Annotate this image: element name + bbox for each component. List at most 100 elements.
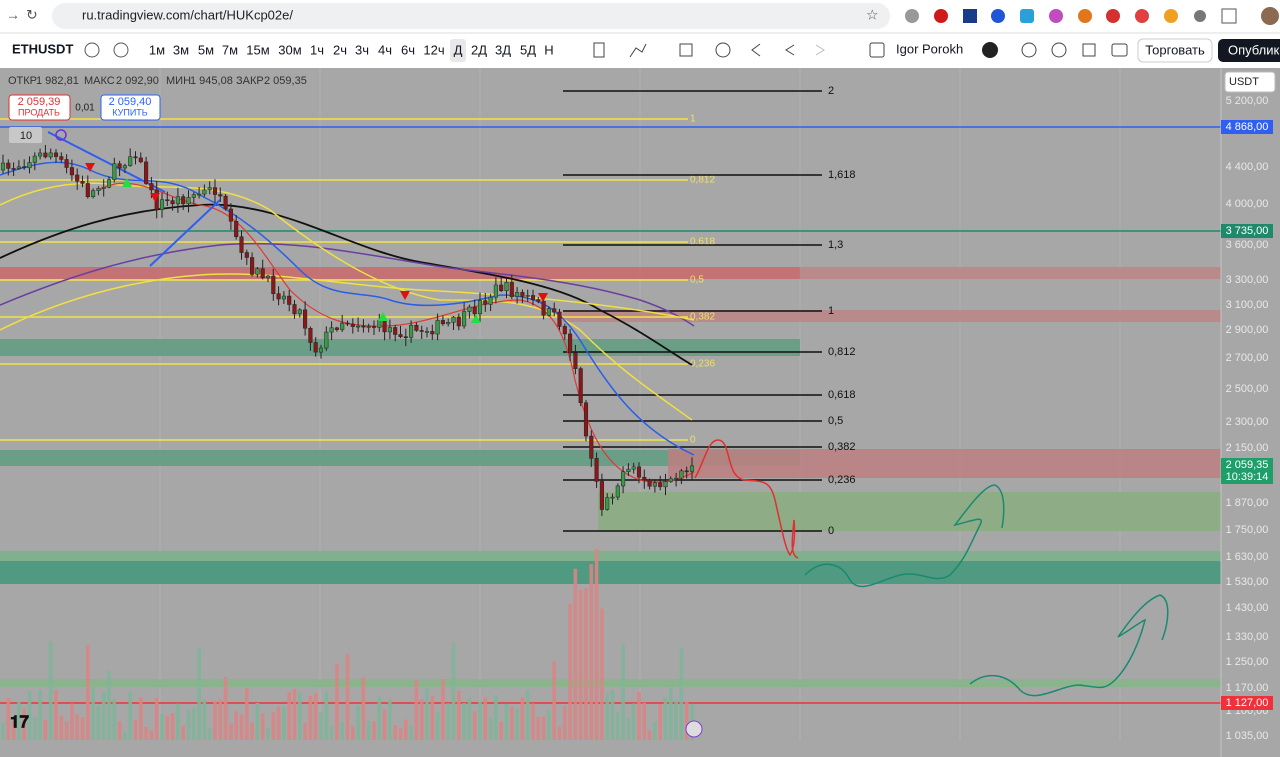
ext-icon[interactable] xyxy=(1020,9,1034,23)
interval[interactable]: 12ч xyxy=(423,42,444,57)
volume-bar xyxy=(631,703,636,740)
chart-type-icon[interactable] xyxy=(593,42,605,58)
indicator-icon[interactable] xyxy=(55,129,67,141)
interval[interactable]: 5Д xyxy=(520,42,536,57)
ext-icon[interactable] xyxy=(1194,10,1206,22)
volume-bar xyxy=(27,690,32,740)
volume-bar xyxy=(462,703,466,740)
volume-bar xyxy=(684,701,689,740)
url-field[interactable] xyxy=(52,3,890,29)
candle-body xyxy=(101,186,106,189)
volume-bar xyxy=(541,716,546,740)
reload-icon[interactable]: ↻ xyxy=(26,7,38,23)
currency-select[interactable] xyxy=(1224,71,1276,93)
candle-body xyxy=(197,193,202,196)
price-label: 1 170,00 xyxy=(1226,682,1269,694)
interval[interactable]: 6ч xyxy=(401,42,415,57)
search-icon[interactable] xyxy=(1021,42,1037,58)
toolbar-icons xyxy=(593,42,1128,58)
volume-bar xyxy=(17,701,21,740)
last-price: 2 059,35 xyxy=(1226,459,1269,471)
checkbox[interactable] xyxy=(869,42,885,58)
candle-body xyxy=(175,196,180,205)
interval[interactable]: 4ч xyxy=(378,42,392,57)
ext-icon[interactable] xyxy=(1078,9,1092,23)
snapshot-icon[interactable] xyxy=(1111,43,1128,57)
interval[interactable]: 1м xyxy=(149,42,165,57)
bookmark-icon[interactable]: ☆ xyxy=(866,7,879,23)
volume-bar xyxy=(393,725,397,740)
alert-icon[interactable] xyxy=(715,42,731,58)
ext-icon[interactable] xyxy=(1106,9,1120,23)
ext-icon[interactable] xyxy=(934,9,948,23)
ext-icon[interactable] xyxy=(1049,9,1063,23)
volume-bar xyxy=(520,697,525,740)
candle-body xyxy=(239,236,244,253)
tv-logo: 𝟏𝟕 xyxy=(10,712,29,731)
volume-bar xyxy=(64,721,69,740)
interval[interactable]: 5м xyxy=(198,42,214,57)
volume-bar xyxy=(202,699,207,740)
volume-bar xyxy=(112,698,117,740)
interval[interactable]: 7м xyxy=(222,42,238,57)
sell-button[interactable] xyxy=(8,94,71,121)
ext-icon[interactable] xyxy=(1164,9,1178,23)
interval[interactable]: Д xyxy=(454,42,463,57)
volume-bar xyxy=(531,703,535,740)
redo-icon[interactable] xyxy=(815,44,825,56)
forward-icon[interactable]: → xyxy=(6,7,20,23)
interval[interactable]: 2ч xyxy=(333,42,347,57)
symbol[interactable]: ETHUSDT xyxy=(12,41,73,56)
buy-signal xyxy=(471,314,481,323)
volume-bar xyxy=(80,717,85,740)
interval[interactable]: 3Д xyxy=(495,42,511,57)
volume-bar xyxy=(483,697,488,740)
open-value: 1 982,81 xyxy=(36,75,79,87)
indicators-toggle[interactable] xyxy=(9,127,42,143)
volume-bar xyxy=(43,719,48,740)
info-dot[interactable] xyxy=(982,42,998,58)
ext-icon[interactable] xyxy=(1135,9,1149,23)
ext-icon[interactable] xyxy=(991,9,1005,23)
add-symbol-icon[interactable] xyxy=(84,42,100,58)
price-marker-label: 1 127,00 xyxy=(1226,697,1269,709)
lightning-icon[interactable] xyxy=(685,720,703,738)
volume-bar xyxy=(563,705,567,740)
interval[interactable]: 30м xyxy=(278,42,301,57)
interval[interactable]: 15м xyxy=(246,42,269,57)
undo-icon[interactable] xyxy=(785,44,795,56)
trade-button[interactable] xyxy=(1137,38,1213,63)
active-interval-bg xyxy=(450,39,466,62)
candle-body xyxy=(122,165,127,169)
price-label: 2 700,00 xyxy=(1226,352,1269,364)
candle-body xyxy=(334,327,339,330)
replay-icon[interactable] xyxy=(751,43,761,57)
price-label: 1 530,00 xyxy=(1226,576,1269,588)
candle-body xyxy=(287,295,292,305)
user-name[interactable]: Igor Porokh xyxy=(896,41,963,56)
interval[interactable]: 2Д xyxy=(471,42,487,57)
indicators-icon[interactable] xyxy=(629,43,647,58)
fib-label: 0 xyxy=(828,525,834,537)
volume-bar xyxy=(319,712,323,740)
ext-icon[interactable] xyxy=(905,9,919,23)
settings-icon[interactable] xyxy=(1051,42,1067,58)
interval[interactable]: 1ч xyxy=(310,42,324,57)
volume-bar xyxy=(298,692,302,740)
fib-label: 0,5 xyxy=(690,275,704,286)
avatar[interactable] xyxy=(1261,7,1279,25)
layout-icon[interactable] xyxy=(679,43,693,57)
interval[interactable]: 3ч xyxy=(355,42,369,57)
compare-icon[interactable] xyxy=(113,42,129,58)
interval[interactable]: Н xyxy=(544,42,553,57)
ext-icon[interactable] xyxy=(963,9,977,23)
buy-button[interactable] xyxy=(100,94,161,121)
candle-body xyxy=(583,402,589,437)
publish-button[interactable] xyxy=(1218,39,1280,62)
ext-icon[interactable] xyxy=(1221,8,1237,24)
candle-body xyxy=(515,292,520,297)
fullscreen-icon[interactable] xyxy=(1082,43,1096,57)
interval[interactable]: 3м xyxy=(173,42,189,57)
candle-body xyxy=(112,163,117,180)
